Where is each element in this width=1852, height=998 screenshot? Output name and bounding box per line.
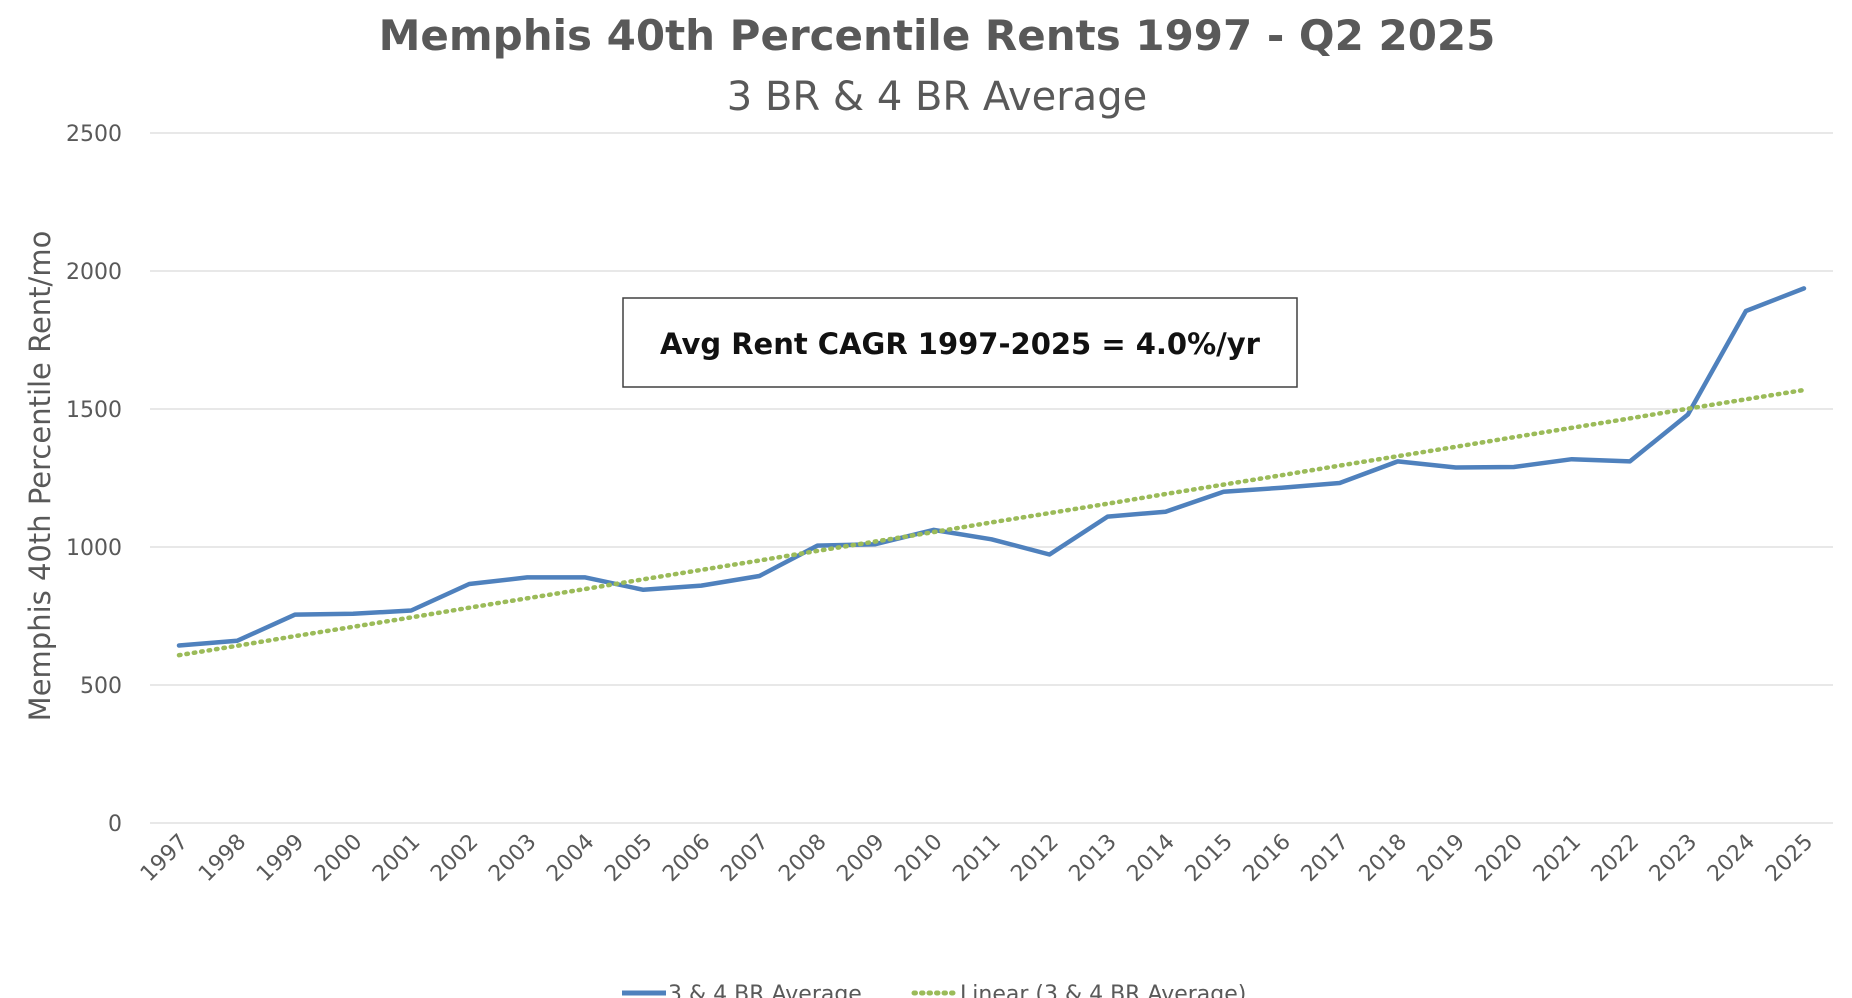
x-tick-label: 2005 xyxy=(600,830,657,887)
legend: 3 & 4 BR Average Linear (3 & 4 BR Averag… xyxy=(622,982,1246,998)
x-tick-label: 2013 xyxy=(1065,830,1122,887)
x-tick-label: 2002 xyxy=(426,830,483,887)
x-axis-ticks: 1997 1998 1999 2000 2001 2002 2003 2004 2005 2006… xyxy=(136,830,1818,887)
chart-subtitle: 3 BR & 4 BR Average xyxy=(727,74,1147,120)
trendline-linear xyxy=(176,387,1807,658)
y-tick-label: 2500 xyxy=(66,122,122,147)
x-tick-label: 2018 xyxy=(1355,830,1412,887)
annotation-text: Avg Rent CAGR 1997-2025 = 4.0%/yr xyxy=(660,327,1261,361)
x-tick-label: 2003 xyxy=(484,830,541,887)
x-tick-label: 2015 xyxy=(1181,830,1238,887)
gridlines xyxy=(150,132,1833,824)
legend-label-trend: Linear (3 & 4 BR Average) xyxy=(960,982,1246,998)
x-tick-label: 2008 xyxy=(774,830,831,887)
annotation-box: Avg Rent CAGR 1997-2025 = 4.0%/yr xyxy=(622,297,1298,388)
annotation-border xyxy=(622,297,1298,388)
chart-title: Memphis 40th Percentile Rents 1997 - Q2 … xyxy=(379,11,1496,60)
x-tick-label: 2001 xyxy=(368,830,425,887)
x-tick-label: 2023 xyxy=(1645,830,1702,887)
series-group xyxy=(176,286,1807,658)
x-tick-label: 2022 xyxy=(1587,830,1644,887)
x-tick-label: 2000 xyxy=(310,830,367,887)
x-tick-label: 2011 xyxy=(948,830,1005,887)
y-tick-label: 2000 xyxy=(66,260,122,285)
x-tick-label: 1997 xyxy=(136,830,193,887)
x-tick-label: 2006 xyxy=(658,830,715,887)
series-line-3-4-br-average xyxy=(176,286,1807,648)
x-tick-label: 1999 xyxy=(252,830,309,887)
y-axis-ticks: 0 500 1000 1500 2000 2500 xyxy=(66,122,122,837)
x-tick-label: 2019 xyxy=(1413,830,1470,887)
x-tick-label: 2021 xyxy=(1529,830,1586,887)
x-tick-label: 2007 xyxy=(716,830,773,887)
x-tick-label: 1998 xyxy=(194,830,251,887)
y-axis-label: Memphis 40th Percentile Rent/mo xyxy=(23,231,57,722)
x-tick-label: 2020 xyxy=(1471,830,1528,887)
x-tick-label: 2009 xyxy=(832,830,889,887)
x-tick-label: 2024 xyxy=(1703,830,1760,887)
x-tick-label: 2010 xyxy=(890,830,947,887)
x-tick-label: 2012 xyxy=(1007,830,1064,887)
y-tick-label: 500 xyxy=(80,674,122,699)
x-tick-label: 2004 xyxy=(542,830,599,887)
y-tick-label: 0 xyxy=(108,812,122,837)
x-tick-label: 2016 xyxy=(1239,830,1296,887)
x-tick-label: 2017 xyxy=(1297,830,1354,887)
legend-label-series: 3 & 4 BR Average xyxy=(668,982,862,998)
y-tick-label: 1000 xyxy=(66,536,122,561)
x-tick-label: 2025 xyxy=(1761,830,1818,887)
y-tick-label: 1500 xyxy=(66,398,122,423)
x-tick-label: 2014 xyxy=(1123,830,1180,887)
